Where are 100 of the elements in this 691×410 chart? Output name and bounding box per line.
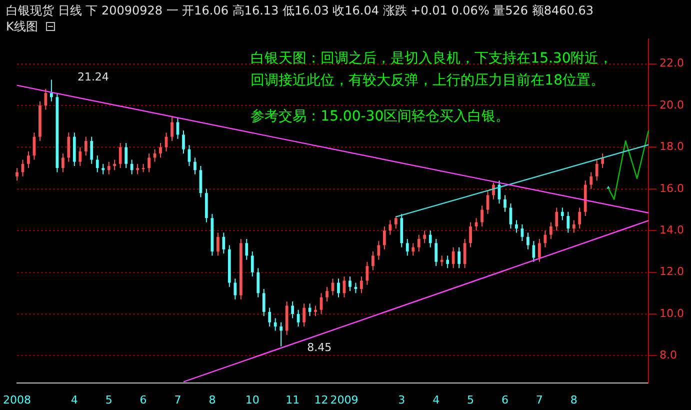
- candlestick: [262, 288, 266, 317]
- candlestick: [250, 250, 254, 277]
- candlestick: [526, 232, 530, 250]
- candlestick: [544, 230, 547, 248]
- candlestick: [274, 318, 277, 332]
- candlestick: [337, 278, 340, 298]
- candlestick: [446, 255, 450, 269]
- chart-title: 白银现货 日线 下 20090928 一 开16.06 高16.13 低16.03 收16.04 涨跌 +0.01 0.06% 量526 额8460.63: [6, 3, 594, 18]
- candlestick: [348, 276, 352, 292]
- candlestick: [417, 234, 420, 252]
- candlestick: [372, 250, 374, 271]
- candlestick: [118, 142, 122, 169]
- candlestick: [170, 115, 174, 142]
- candlestick: [136, 163, 139, 175]
- candlestick: [549, 222, 552, 240]
- y-tick-label: 20.0: [660, 98, 684, 112]
- candlestick: [314, 305, 317, 317]
- x-tick-label: 2008: [2, 393, 31, 406]
- candlestick: [194, 157, 196, 175]
- candlestick: [388, 220, 392, 236]
- candlestick: [360, 276, 363, 294]
- candlestick: [216, 232, 220, 256]
- candlestick: [61, 152, 64, 173]
- candlestick: [90, 136, 94, 164]
- x-tick-label: 12: [314, 393, 328, 406]
- candlestick: [50, 79, 53, 102]
- candlestick: [159, 142, 162, 158]
- y-tick-label: 12.0: [660, 265, 684, 278]
- x-tick-label: 4: [70, 393, 78, 406]
- x-tick-label: 6: [140, 393, 147, 406]
- candlestick: [268, 307, 272, 328]
- candlestick: [302, 303, 306, 328]
- x-tick-label: 8: [570, 393, 578, 406]
- candlestick: [182, 130, 185, 154]
- candlestick: [308, 303, 312, 317]
- candlestick: [291, 300, 294, 319]
- x-tick-label: 4: [432, 393, 440, 406]
- x-tick-label: 7: [536, 393, 543, 406]
- candlestick: [428, 230, 432, 248]
- candlestick: [440, 255, 444, 267]
- candlestick: [458, 246, 460, 269]
- candlestick: [566, 211, 570, 234]
- annotation: 参考交易：15.00-30区间轻仓买入白银。: [250, 108, 510, 124]
- annotation: 21.24: [77, 70, 109, 84]
- y-tick-label: 18.0: [660, 140, 684, 154]
- candlestick: [382, 226, 386, 250]
- candlestick: [578, 207, 582, 230]
- candlestick: [492, 182, 495, 200]
- candlestick: [326, 286, 328, 302]
- candlestick: [406, 238, 409, 256]
- candlestick: [113, 159, 116, 171]
- candlestick: [423, 230, 426, 244]
- y-tick-label: 10.0: [660, 306, 684, 320]
- candlestick: [560, 207, 564, 221]
- candlestick: [78, 146, 82, 166]
- candlestick: [124, 142, 128, 169]
- candlestick: [601, 152, 604, 169]
- candlestick: [245, 238, 248, 260]
- x-tick-label: 3: [398, 393, 406, 406]
- candlestick: [434, 238, 438, 267]
- x-tick-label: 2009: [330, 393, 358, 406]
- candlestick: [96, 155, 99, 173]
- candlestick: [377, 240, 380, 260]
- candlestick: [555, 207, 558, 232]
- y-tick-label: 16.0: [660, 182, 684, 195]
- candlestick: [412, 242, 415, 256]
- x-tick-label: 10: [245, 393, 260, 406]
- x-tick-label: 7: [174, 393, 182, 406]
- candlestick: [595, 159, 598, 182]
- y-tick-label: 22.0: [660, 56, 684, 70]
- candlestick: [590, 172, 593, 190]
- x-tick-label: 8: [208, 393, 216, 406]
- candlestick: [394, 216, 398, 230]
- candlestick: [504, 194, 506, 212]
- candlestick: [67, 132, 70, 162]
- candlestick: [16, 168, 18, 182]
- candlestick: [130, 159, 134, 175]
- candlestick: [256, 268, 260, 298]
- candlestick: [222, 232, 226, 254]
- candlestick: [480, 205, 484, 227]
- annotation: 8.45: [307, 341, 332, 354]
- candlestick: [280, 322, 283, 347]
- chart-subtitle: K线图: [6, 20, 38, 34]
- candlestick: [572, 220, 576, 234]
- candlestick: [469, 222, 472, 248]
- y-tick-label: 8.0: [660, 348, 678, 362]
- candlestick: [538, 238, 541, 262]
- candlestick: [102, 163, 105, 175]
- annotation: 回调接近此位，有较大反弹，上行的压力目前在18位置。: [250, 72, 604, 88]
- x-tick-label: 11: [286, 393, 300, 406]
- candlestick: [84, 136, 88, 156]
- candlestick: [234, 278, 237, 300]
- x-tick-label: 6: [501, 393, 508, 406]
- annotation: 白银天图：回调之后，是切入良机，下支持在15.30附近，: [250, 50, 613, 66]
- candlestick: [107, 161, 110, 175]
- y-tick-label: 14.0: [660, 223, 684, 236]
- candlestick: [515, 220, 518, 234]
- x-tick-label: 5: [467, 393, 474, 406]
- candlestick: [148, 152, 150, 173]
- candlestick: [27, 150, 30, 169]
